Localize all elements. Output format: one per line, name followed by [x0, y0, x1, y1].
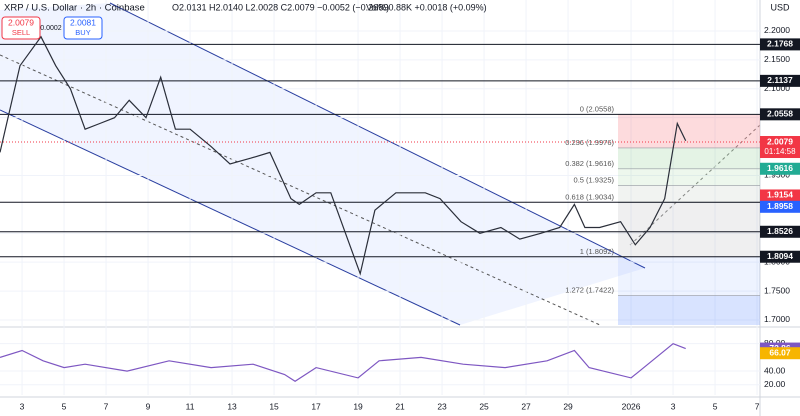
ohlc: O2.0131 H2.0140 L2.0028 C2.0079 −0.0052 …: [172, 2, 389, 12]
currency: USD: [770, 2, 790, 12]
price-badge: [760, 225, 800, 238]
symbol: XRP / U.S. Dollar · 2h · Coinbase: [4, 3, 145, 14]
x-tick-label: 25: [479, 401, 489, 411]
x-tick-label: 19: [353, 401, 363, 411]
price-badge-label: 1.8526: [767, 226, 793, 236]
fib-label: 0 (2.0558): [580, 104, 615, 113]
y-tick-label: 2.1500: [764, 54, 790, 64]
volume: Vol890.88K +0.0018 (+0.09%): [366, 2, 487, 12]
level-badge: [760, 162, 800, 175]
fib-label: 1 (1.8092): [580, 247, 615, 256]
price-badge: [760, 74, 800, 87]
x-tick-label: 7: [104, 401, 109, 411]
price-badge-label: 2.0558: [767, 109, 793, 119]
rsi-line: [0, 343, 686, 383]
x-tick-label: 3: [671, 401, 676, 411]
fib-zone: [618, 185, 760, 203]
buy-button[interactable]: [63, 16, 103, 40]
price-badge-label: 2.1768: [767, 39, 793, 49]
x-tick-label: 27: [521, 401, 531, 411]
y-tick-label: 1.7000: [764, 314, 790, 324]
x-tick-label: 23: [437, 401, 447, 411]
channel-lower: [0, 109, 461, 326]
price-line-series: [0, 35, 687, 276]
x-tick-label: 11: [186, 401, 195, 411]
y-tick-label: 40.00: [764, 365, 786, 375]
fib-zone: [618, 168, 760, 186]
price-badge: [760, 108, 800, 121]
x-tick-label: 15: [269, 401, 279, 411]
price-badge: [760, 38, 800, 51]
fib-zone: [618, 256, 760, 296]
level-badge-label: 1.9616: [767, 163, 793, 173]
price-badge: [760, 250, 800, 263]
x-tick-label: 7: [755, 401, 760, 411]
x-tick-label: 13: [227, 401, 237, 411]
x-tick-label: 3: [20, 401, 25, 411]
current-price-badge: [760, 136, 800, 159]
spread: 0.0002: [40, 25, 62, 32]
buy-price: 2.0081: [70, 17, 96, 27]
rsi-badge-label: 66.07: [769, 347, 791, 357]
x-tick-label: 17: [311, 401, 321, 411]
sell-label: SELL: [12, 28, 30, 37]
level-badge-label: 1.8958: [767, 201, 793, 211]
y-tick-label: 2.2000: [764, 25, 790, 35]
fib-zone: [618, 147, 760, 169]
sell-price: 2.0079: [8, 17, 34, 27]
fib-label: 0.618 (1.9034): [565, 192, 614, 201]
fib-zone: [618, 114, 760, 148]
fib-label: 0.236 (1.9976): [565, 138, 614, 147]
fib-label: 1.272 (1.7422): [565, 286, 614, 295]
fib-label: 0.5 (1.9325): [574, 176, 615, 185]
fib-label: 0.382 (1.9616): [565, 159, 614, 168]
x-tick-label: 29: [563, 401, 573, 411]
x-tick-label: 2026: [622, 401, 641, 411]
sell-button[interactable]: [1, 16, 41, 40]
price-badge-label: 2.1137: [767, 75, 793, 85]
fib-zone: [618, 295, 760, 325]
y-tick-label: 2.1000: [764, 83, 790, 93]
x-tick-label: 5: [62, 401, 67, 411]
level-badge: [760, 189, 800, 202]
fib-zone: [618, 202, 760, 257]
y-tick-label: 1.7500: [764, 285, 790, 295]
x-tick-label: 9: [146, 401, 151, 411]
channel-mid: [0, 54, 601, 326]
price-badge-label: 1.8094: [767, 251, 793, 261]
x-tick-label: 5: [713, 401, 718, 411]
level-badge: [760, 200, 800, 213]
level-badge-label: 1.9154: [767, 190, 793, 200]
buy-label: BUY: [75, 28, 90, 37]
current-price-label: 2.0079: [767, 136, 793, 146]
channel-upper: [109, 2, 646, 269]
countdown: 01:14:58: [764, 147, 796, 156]
rsi-badge: [760, 347, 800, 360]
y-tick-label: 20.00: [764, 379, 786, 389]
x-tick-label: 21: [395, 401, 405, 411]
